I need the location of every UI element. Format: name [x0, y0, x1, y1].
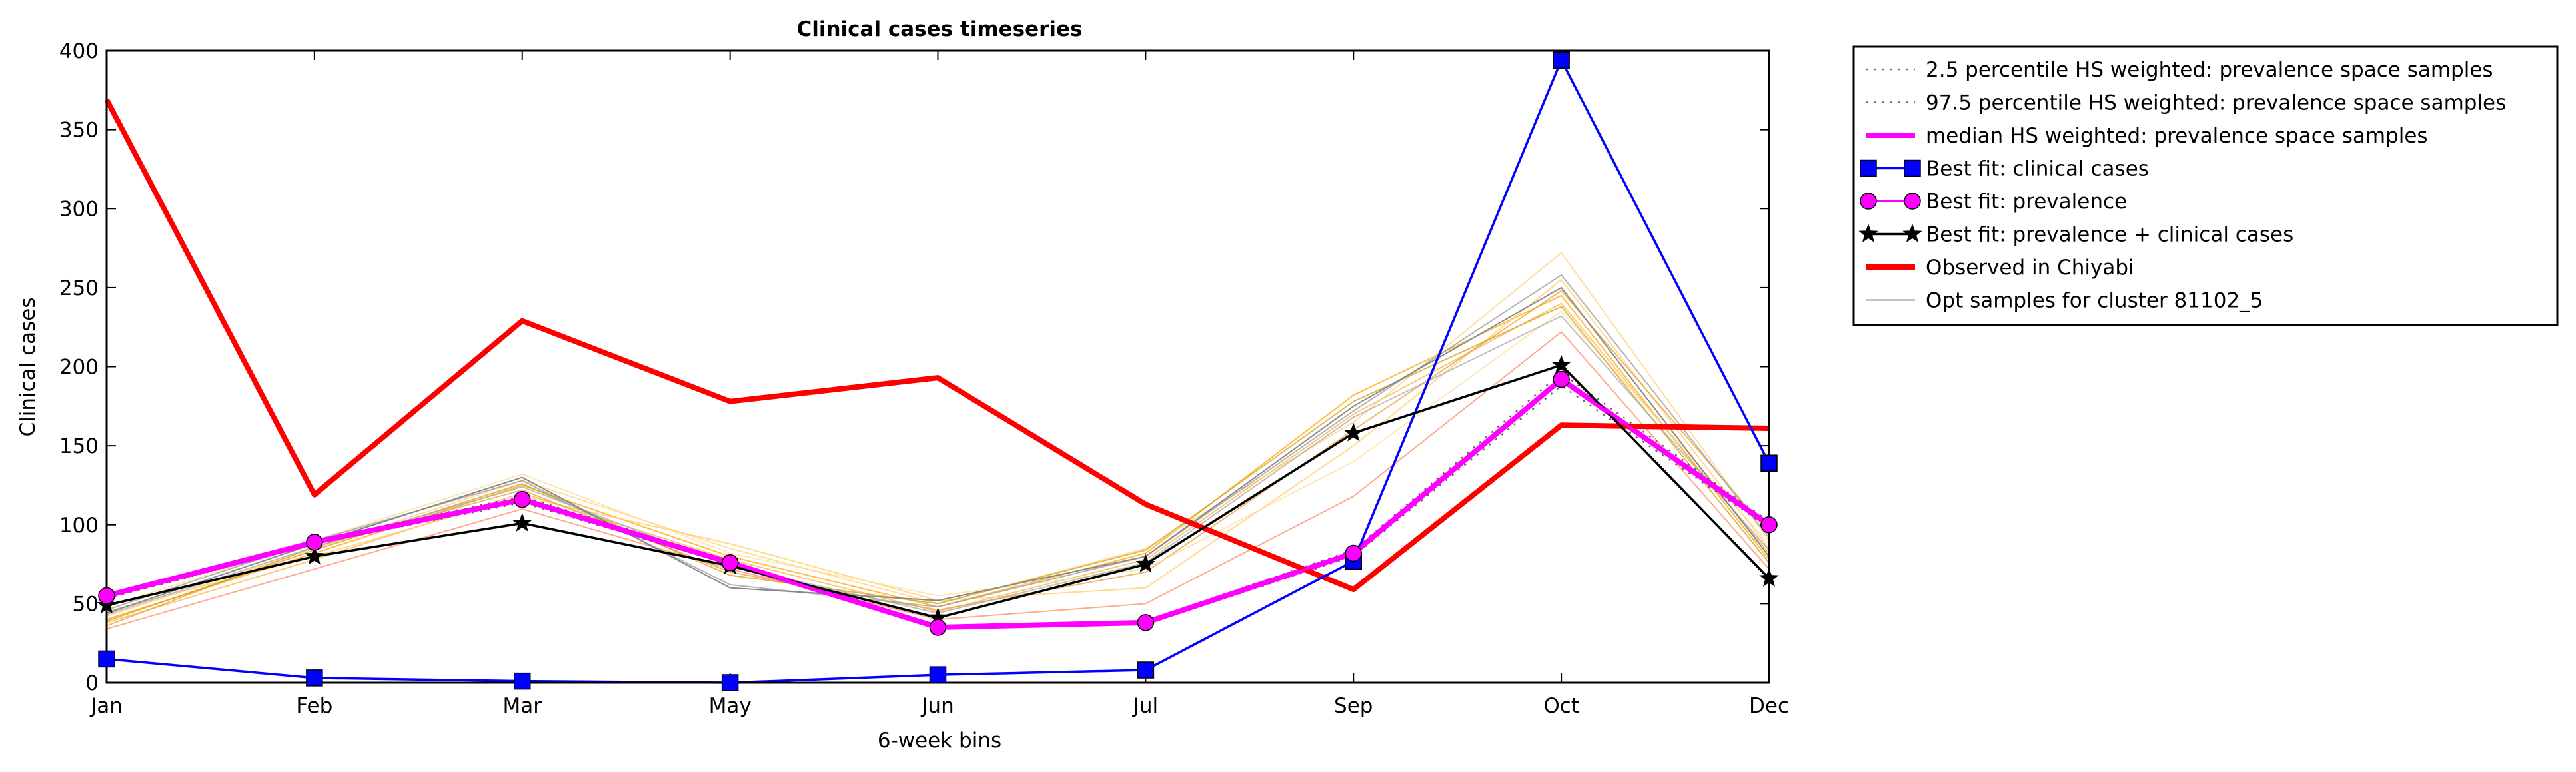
- series-5-point-6: [1137, 614, 1155, 631]
- series-6-point-8: [1551, 354, 1571, 374]
- sample-line-9: [107, 274, 1769, 611]
- series-line-6: [106, 364, 1770, 619]
- series-line-1: [106, 384, 1770, 630]
- x-tick-label: Sep: [1334, 694, 1373, 718]
- legend-label-5: Best fit: prevalence: [1926, 190, 2127, 214]
- y-tick-label: 200: [59, 356, 99, 380]
- plot-frame: [105, 49, 1770, 684]
- series-6-point-7: [1343, 422, 1363, 442]
- y-axis-label: Clinical cases: [16, 297, 40, 436]
- series-5-point-5: [929, 619, 947, 636]
- legend: 2.5 percentile HS weighted: prevalence s…: [1852, 45, 2559, 326]
- series-7: [104, 98, 1770, 593]
- y-tick-label: 100: [59, 514, 99, 538]
- y-tick-label: 300: [59, 197, 99, 221]
- series-2: [106, 372, 1770, 627]
- series-5-point-2: [306, 534, 323, 551]
- legend-label-6: Best fit: prevalence + clinical cases: [1926, 223, 2293, 247]
- series-5-point-4: [721, 554, 739, 572]
- legend-marker-5a: [1860, 193, 1877, 210]
- legend-box: [1852, 45, 2559, 326]
- x-tick-label: Jan: [89, 694, 123, 718]
- sample-line-5: [107, 278, 1769, 613]
- series-4-point-2: [306, 669, 323, 687]
- x-tick-label: Jun: [920, 694, 954, 718]
- series-5-point-7: [1345, 544, 1362, 562]
- legend-label-1: 2.5 percentile HS weighted: prevalence s…: [1926, 58, 2493, 82]
- legend-label-2: 97.5 percentile HS weighted: prevalence …: [1926, 91, 2506, 115]
- sample-line-3: [107, 252, 1769, 617]
- series-4-point-8: [1553, 51, 1570, 69]
- x-tick-label: Oct: [1543, 694, 1579, 718]
- y-tick-label: 250: [59, 276, 99, 300]
- series-line-8: [106, 286, 1770, 614]
- series-line-2: [106, 372, 1770, 627]
- sample-lines: [107, 252, 1769, 630]
- series-4-point-1: [98, 650, 115, 668]
- series-4-point-5: [929, 666, 947, 683]
- sample-line-8: [107, 306, 1769, 622]
- x-tick-label: Jul: [1132, 694, 1158, 718]
- series-6-point-2: [305, 546, 324, 565]
- legend-label-8: Opt samples for cluster 81102_5: [1926, 289, 2263, 313]
- axes: 0 50 100 150 200 250 300 350 400 Jan Feb Mar May Jun J…: [59, 39, 1789, 718]
- series-line-7: [104, 98, 1770, 593]
- legend-label-7: Observed in Chiyabi: [1926, 256, 2134, 280]
- series-1: [106, 384, 1770, 630]
- sample-line-7: [107, 310, 1769, 608]
- series-5-point-3: [514, 491, 531, 508]
- legend-label-4: Best fit: clinical cases: [1926, 157, 2149, 181]
- y-tick-label: 150: [59, 434, 99, 458]
- x-axis-label: 6-week bins: [878, 729, 1001, 753]
- legend-marker-6a: [1858, 224, 1878, 242]
- series-6-point-9: [1759, 568, 1779, 587]
- series-4-point-4: [721, 674, 739, 691]
- series-6-point-3: [512, 512, 532, 532]
- legend-marker-4b: [1904, 159, 1921, 177]
- sample-line-10: [107, 315, 1769, 615]
- series-8: [106, 286, 1770, 614]
- y-tick-label: 0: [85, 671, 99, 695]
- x-tick-label: Mar: [503, 694, 542, 718]
- series-lines: [104, 59, 1771, 684]
- series-5-point-9: [1760, 516, 1778, 534]
- series-line-4: [106, 59, 1770, 684]
- series-4-point-3: [514, 672, 531, 690]
- chart-title: Clinical cases timeseries: [796, 17, 1082, 41]
- series-line-3: [105, 376, 1771, 630]
- legend-marker-4a: [1860, 159, 1877, 177]
- series-4-point-6: [1137, 661, 1155, 679]
- x-tick-label: Feb: [296, 694, 332, 718]
- series-3: [105, 376, 1771, 630]
- series-6: [106, 364, 1770, 619]
- legend-marker-5b: [1904, 193, 1921, 210]
- series-4-point-9: [1760, 454, 1778, 472]
- y-tick-label: 400: [59, 39, 99, 63]
- x-tick-label: May: [709, 694, 752, 718]
- series-6-point-1: [97, 595, 117, 614]
- legend-label-3: median HS weighted: prevalence space sam…: [1926, 124, 2428, 148]
- y-tick-label: 50: [73, 592, 99, 616]
- x-tick-label: Dec: [1749, 694, 1789, 718]
- series-4: [106, 59, 1770, 684]
- legend-marker-6b: [1902, 224, 1922, 242]
- series-5-point-1: [98, 587, 115, 605]
- series-6-point-6: [1135, 554, 1156, 573]
- y-tick-label: 350: [59, 119, 99, 143]
- series-5-point-8: [1553, 370, 1570, 388]
- series-markers: [97, 51, 1779, 691]
